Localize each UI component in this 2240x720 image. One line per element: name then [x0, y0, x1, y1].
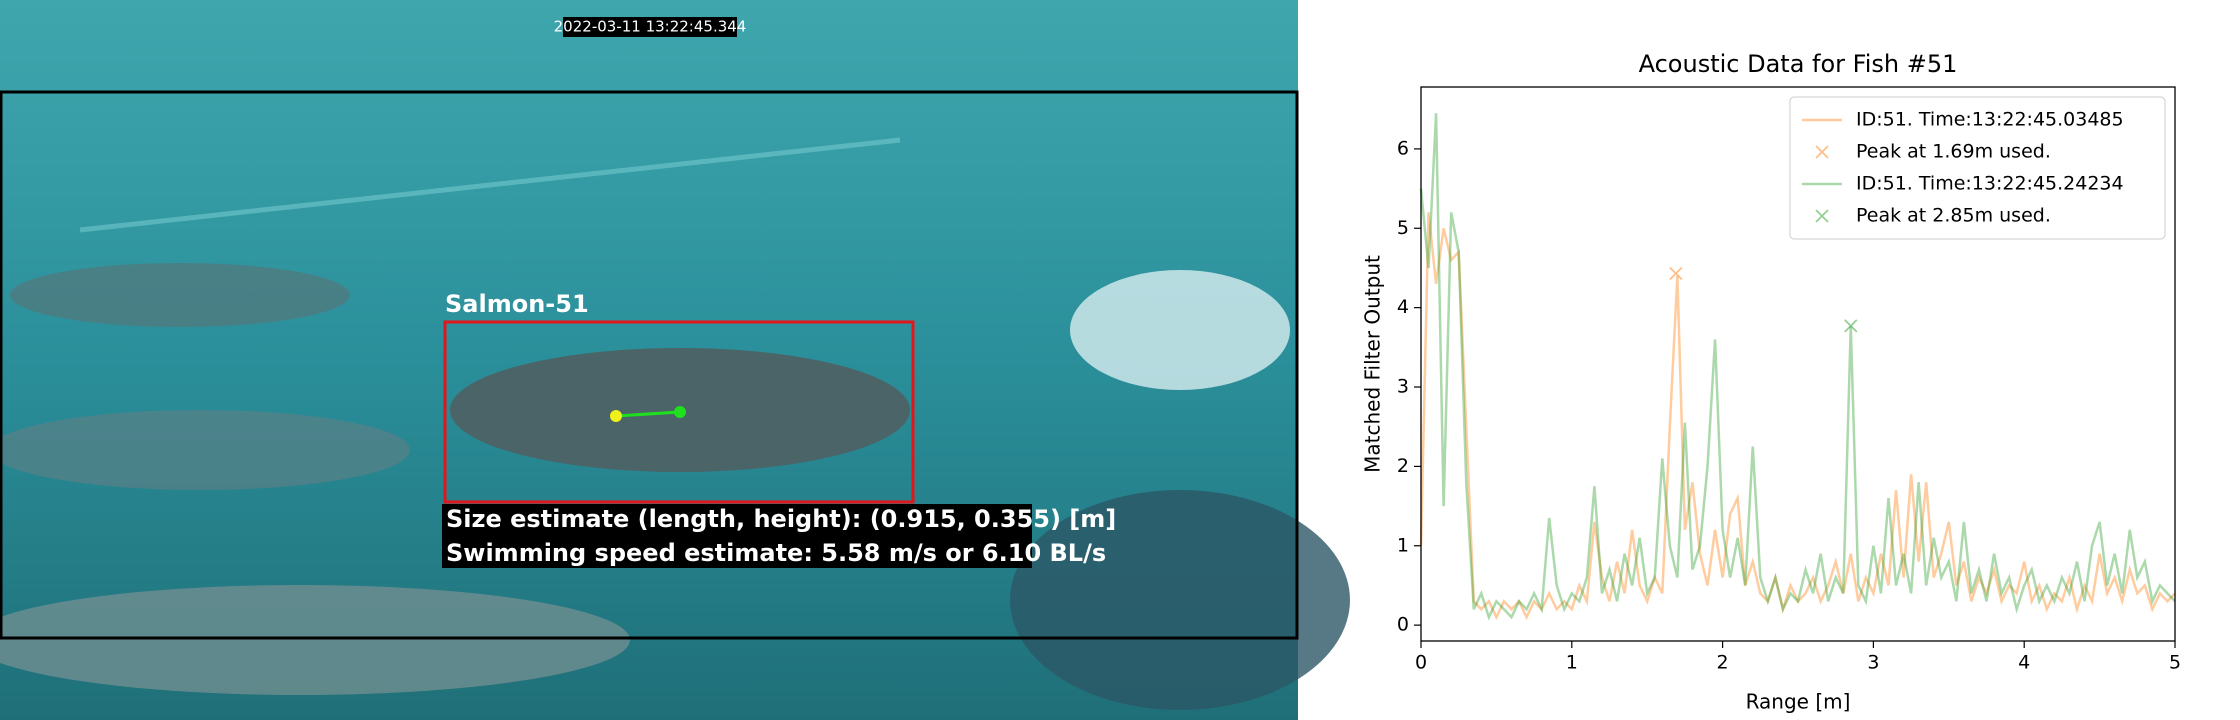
video-frame: 2022-03-11 13:22:45.344 Salmon-51 Size e… — [0, 0, 1350, 720]
track-end — [674, 406, 686, 418]
y-tick-label: 2 — [1397, 455, 1409, 477]
detection-box — [443, 320, 915, 504]
x-axis-label: Range [m] — [1746, 690, 1851, 714]
peak-marker — [1669, 266, 1683, 281]
y-tick-label: 5 — [1397, 217, 1409, 239]
legend-label: ID:51. Time:13:22:45.24234 — [1856, 173, 2124, 195]
fish — [0, 410, 410, 490]
y-tick-label: 1 — [1397, 534, 1409, 556]
legend-marker — [1815, 209, 1829, 223]
fish — [1070, 270, 1290, 390]
track-line — [615, 410, 681, 418]
x-tick-label: 1 — [1566, 652, 1578, 674]
timestamp: 2022-03-11 13:22:45.344 — [554, 18, 747, 36]
legend-box — [1789, 96, 2166, 240]
speed-estimate: Swimming speed estimate: 5.58 m/s or 6.1… — [446, 539, 1106, 567]
info-bg — [442, 504, 1032, 568]
fish — [0, 585, 630, 695]
legend-label: ID:51. Time:13:22:45.03485 — [1856, 109, 2124, 131]
plot-frame — [1420, 86, 2176, 642]
size-estimate: Size estimate (length, height): (0.915, … — [446, 505, 1116, 533]
legend-label: Peak at 2.85m used. — [1856, 205, 2051, 227]
y-tick-label: 6 — [1397, 137, 1409, 159]
chart-title: Acoustic Data for Fish #51 — [1639, 50, 1958, 78]
x-tick-label: 0 — [1415, 652, 1427, 674]
chart: Acoustic Data for Fish #51 Range [m] Mat… — [1361, 50, 2182, 714]
fish-label: Salmon-51 — [445, 290, 589, 318]
timestamp-bg — [563, 17, 737, 37]
net-line — [79, 137, 901, 233]
y-tick-label: 0 — [1397, 614, 1409, 636]
y-tick-label: 4 — [1397, 296, 1409, 318]
series-line — [1419, 113, 2176, 621]
x-tick-label: 2 — [1717, 652, 1729, 674]
fish — [1010, 490, 1350, 710]
roi-box — [0, 90, 1299, 640]
peak-marker — [1844, 319, 1858, 333]
x-tick-label: 5 — [2169, 652, 2181, 674]
x-tick-label: 4 — [2018, 652, 2030, 674]
y-tick-label: 3 — [1397, 376, 1409, 398]
legend-label: Peak at 1.69m used. — [1856, 141, 2051, 163]
track-start — [610, 410, 622, 422]
y-axis-label: Matched Filter Output — [1361, 255, 1385, 473]
fish — [10, 263, 350, 327]
x-tick-label: 3 — [1867, 652, 1879, 674]
legend-marker — [1815, 145, 1829, 159]
series-line — [1419, 212, 2176, 621]
